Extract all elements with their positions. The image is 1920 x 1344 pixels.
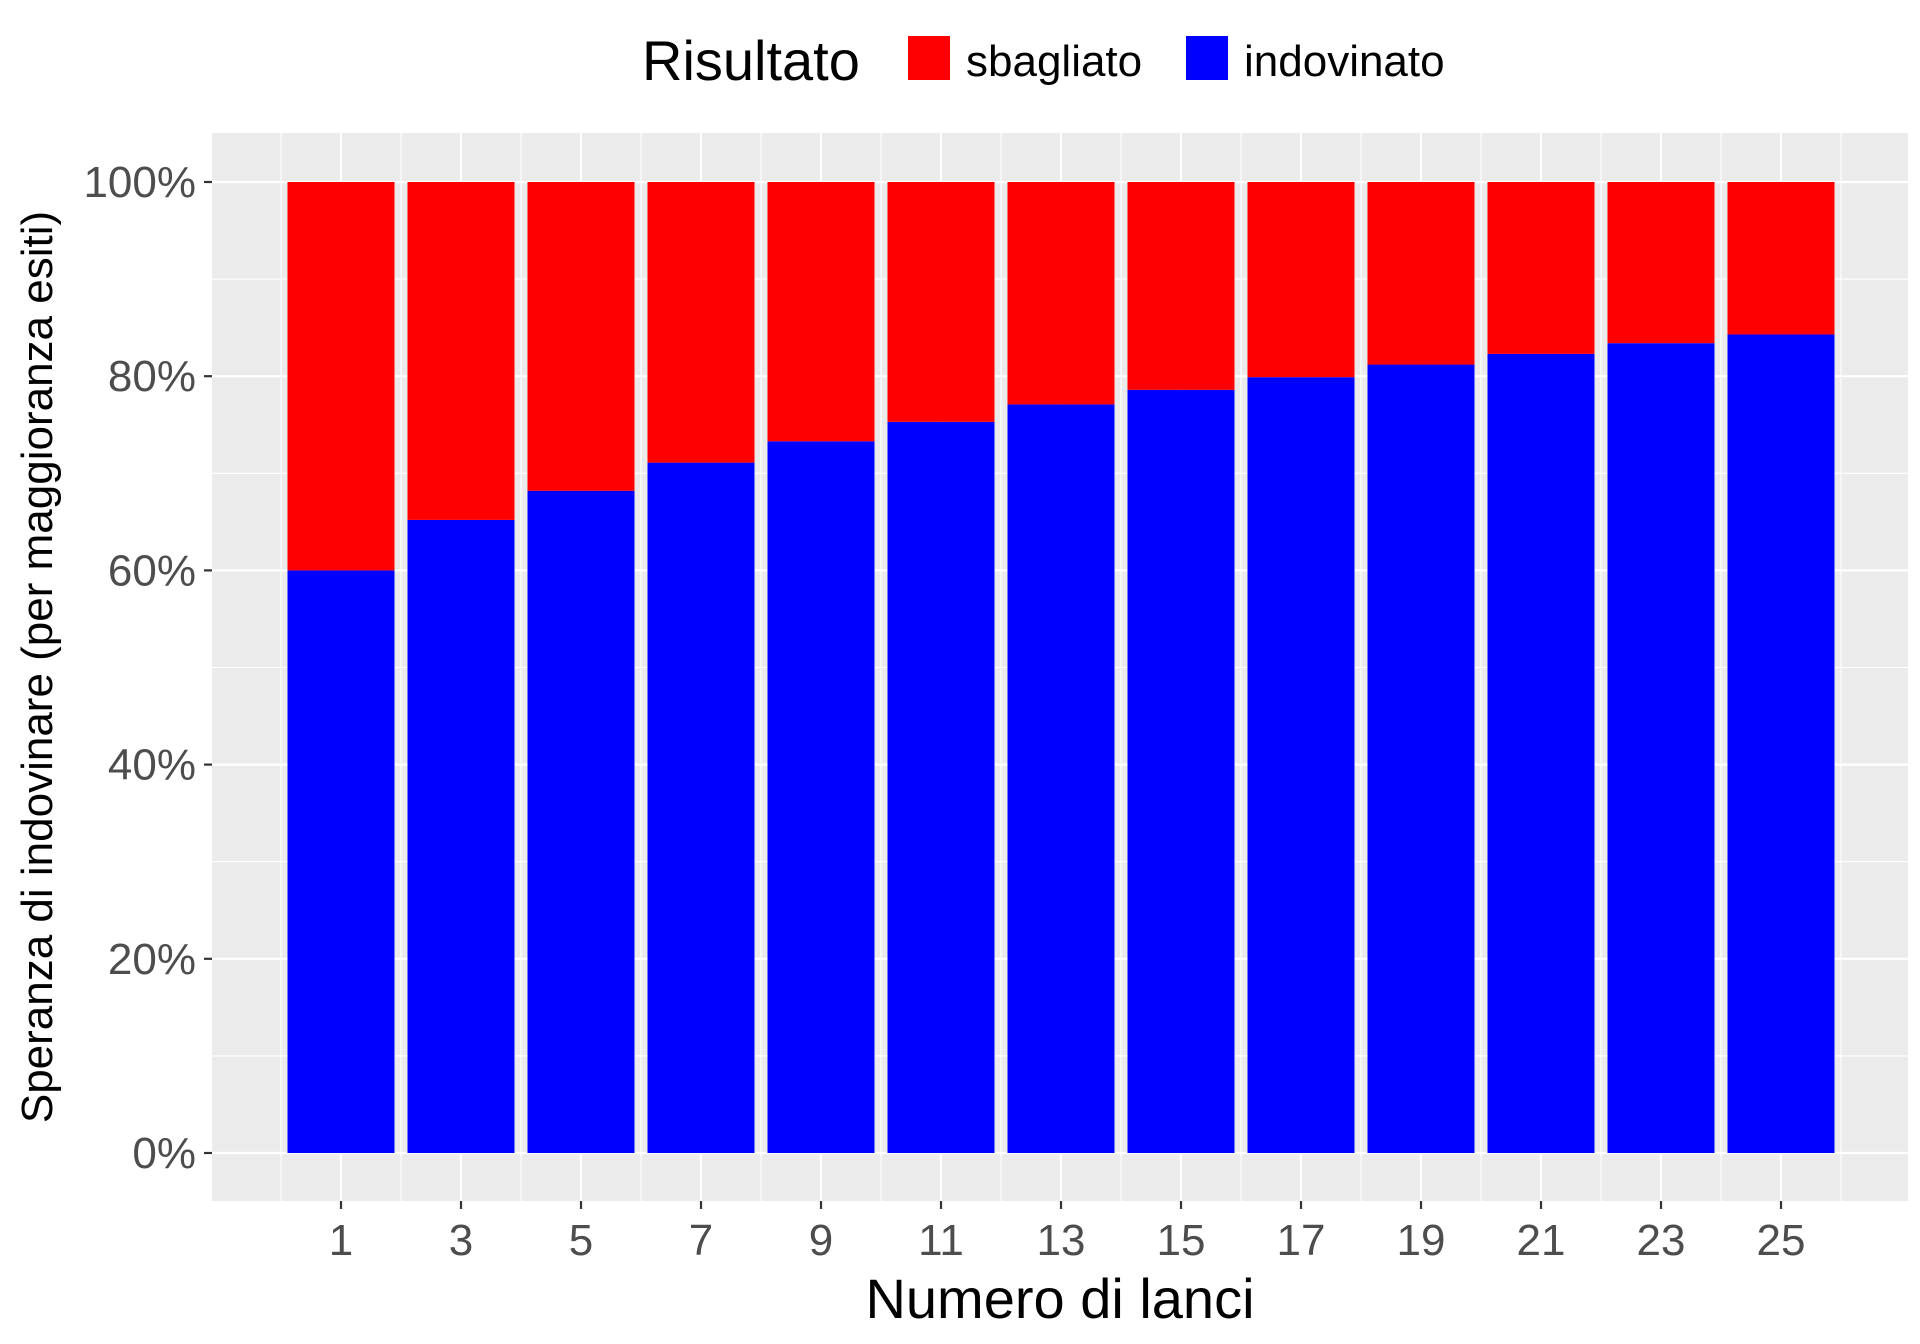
x-tick-label: 3 bbox=[449, 1216, 473, 1265]
x-tick-label: 15 bbox=[1157, 1216, 1206, 1265]
x-axis-ticks: 1 3 5 7 9 11 13 15 17 19 21 23 25 bbox=[329, 1201, 1806, 1265]
bar-indovinato-17 bbox=[1247, 377, 1355, 1153]
x-tick-label: 17 bbox=[1277, 1216, 1326, 1265]
bar-indovinato-13 bbox=[1007, 404, 1115, 1153]
legend-title: Risultato bbox=[642, 29, 860, 92]
x-tick-label: 23 bbox=[1637, 1216, 1686, 1265]
x-tick-label: 19 bbox=[1397, 1216, 1446, 1265]
bar-sbagliato-9 bbox=[767, 182, 875, 442]
bar-indovinato-25 bbox=[1727, 334, 1835, 1153]
bar-indovinato-3 bbox=[407, 519, 515, 1153]
bar-sbagliato-21 bbox=[1487, 182, 1595, 354]
x-tick-label: 9 bbox=[809, 1216, 833, 1265]
x-tick-label: 13 bbox=[1037, 1216, 1086, 1265]
y-tick-label: 80% bbox=[108, 352, 196, 401]
x-tick-label: 5 bbox=[569, 1216, 593, 1265]
y-tick-label: 20% bbox=[108, 935, 196, 984]
bar-indovinato-7 bbox=[647, 462, 755, 1153]
bar-sbagliato-11 bbox=[887, 182, 995, 422]
legend-label-indovinato: indovinato bbox=[1244, 37, 1445, 86]
legend-key-sbagliato bbox=[908, 36, 950, 80]
bars bbox=[287, 182, 1835, 1154]
x-axis-title: Numero di lanci bbox=[865, 1267, 1254, 1330]
bar-indovinato-23 bbox=[1607, 343, 1715, 1153]
bar-sbagliato-15 bbox=[1127, 182, 1235, 390]
x-tick-label: 25 bbox=[1757, 1216, 1806, 1265]
y-axis-ticks: 0% 20% 40% 60% 80% 100% bbox=[83, 158, 212, 1178]
y-axis-title: Speranza di indovinare (per maggioranza … bbox=[13, 211, 62, 1123]
bar-sbagliato-7 bbox=[647, 182, 755, 463]
legend: Risultato sbagliato indovinato bbox=[642, 29, 1445, 92]
y-tick-label: 60% bbox=[108, 546, 196, 595]
x-tick-label: 1 bbox=[329, 1216, 353, 1265]
bar-sbagliato-3 bbox=[407, 182, 515, 520]
bar-sbagliato-25 bbox=[1727, 182, 1835, 335]
y-tick-label: 40% bbox=[108, 741, 196, 790]
bar-indovinato-5 bbox=[527, 490, 635, 1153]
bar-indovinato-9 bbox=[767, 441, 875, 1154]
bar-indovinato-15 bbox=[1127, 389, 1235, 1153]
bar-sbagliato-17 bbox=[1247, 182, 1355, 378]
bar-sbagliato-1 bbox=[287, 182, 395, 571]
x-tick-label: 21 bbox=[1517, 1216, 1566, 1265]
y-tick-label: 100% bbox=[83, 158, 196, 207]
x-tick-label: 11 bbox=[918, 1216, 964, 1265]
bar-sbagliato-13 bbox=[1007, 182, 1115, 405]
bar-indovinato-19 bbox=[1367, 364, 1475, 1154]
bar-indovinato-1 bbox=[287, 570, 395, 1153]
y-tick-label: 0% bbox=[132, 1129, 196, 1178]
bar-indovinato-11 bbox=[887, 421, 995, 1153]
legend-key-indovinato bbox=[1186, 36, 1228, 80]
x-tick-label: 7 bbox=[689, 1216, 713, 1265]
bar-sbagliato-5 bbox=[527, 182, 635, 491]
legend-label-sbagliato: sbagliato bbox=[966, 37, 1142, 86]
bar-indovinato-21 bbox=[1487, 353, 1595, 1153]
bar-sbagliato-23 bbox=[1607, 182, 1715, 344]
bar-sbagliato-19 bbox=[1367, 182, 1475, 365]
